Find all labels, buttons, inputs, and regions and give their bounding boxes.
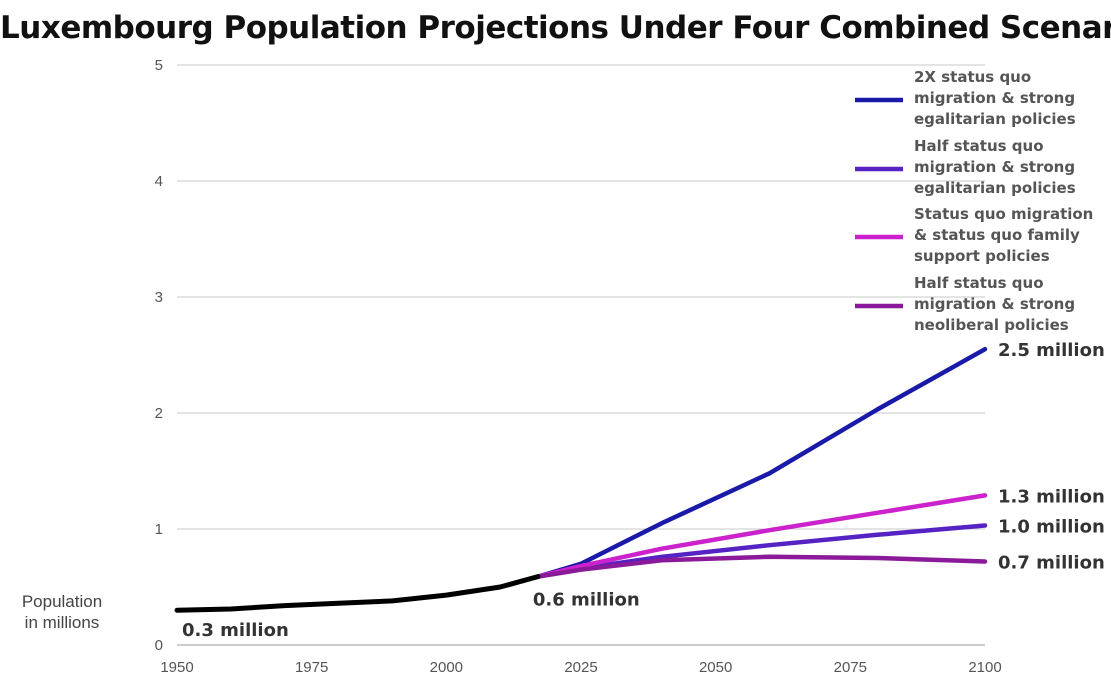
legend-label-3-line-3: support policies: [914, 247, 1050, 265]
annotations: 0.3 million 0.6 million 2.5 million 1.3 mil…: [182, 340, 1105, 641]
legend-item-3: Status quo migration & status quo family s…: [855, 205, 1093, 265]
legend-item-2: Half status quo migration & strong egalita…: [855, 137, 1076, 197]
legend-label-3-line-2: & status quo family: [914, 226, 1080, 244]
legend-label-1-line-1: 2X status quo: [914, 68, 1031, 86]
legend-label-4-line-1: Half status quo: [914, 274, 1044, 292]
data-label-3: 2.5 million: [998, 340, 1105, 361]
legend-label-2-line-2: migration & strong: [914, 158, 1075, 176]
y-tick-label-1: 1: [155, 521, 163, 538]
legend-label-4-line-3: neoliberal policies: [914, 316, 1069, 334]
series-line-3: [535, 493, 988, 579]
y-axis-label-line-2: in millions: [24, 613, 100, 632]
y-tick-label-2: 2: [155, 405, 163, 422]
legend-label-1-line-2: migration & strong: [914, 89, 1075, 107]
series-line-1: [535, 346, 988, 579]
data-label-1: 0.3 million: [182, 620, 289, 641]
x-tick-labels: 1950 1975 2000 2025 2050 2075 2100: [160, 659, 1001, 676]
data-label-5: 1.0 million: [998, 517, 1105, 538]
series-lines: [174, 346, 988, 613]
y-tick-labels: 0 1 2 3 4 5: [155, 57, 163, 654]
y-tick-label-3: 3: [155, 289, 163, 306]
legend-label-2-line-1: Half status quo: [914, 137, 1044, 155]
chart-title: Luxembourg Population Projections Under …: [0, 10, 1111, 46]
x-tick-label-1975: 1975: [295, 659, 328, 676]
x-tick-label-2075: 2075: [834, 659, 867, 676]
series-line-4: [535, 554, 988, 579]
legend-item-1: 2X status quo migration & strong egalitari…: [855, 68, 1076, 128]
x-tick-label-2050: 2050: [699, 659, 732, 676]
x-tick-label-2025: 2025: [564, 659, 597, 676]
gridlines: [177, 64, 985, 646]
data-label-4: 1.3 million: [998, 486, 1105, 507]
legend-item-4: Half status quo migration & strong neolibe…: [855, 274, 1075, 334]
legend-label-1-line-3: egalitarian policies: [914, 110, 1076, 128]
historical-line: [174, 574, 541, 613]
y-tick-label-5: 5: [155, 57, 163, 74]
y-tick-label-4: 4: [155, 173, 163, 190]
data-label-6: 0.7 million: [998, 552, 1105, 573]
legend-label-4-line-2: migration & strong: [914, 295, 1075, 313]
y-tick-label-0: 0: [155, 637, 163, 654]
legend-label-2-line-3: egalitarian policies: [914, 179, 1076, 197]
data-label-2: 0.6 million: [533, 590, 640, 611]
y-axis-label: Population in millions: [12, 591, 112, 633]
legend-label-3-line-1: Status quo migration: [914, 205, 1093, 223]
x-tick-label-2000: 2000: [430, 659, 463, 676]
legend: 2X status quo migration & strong egalitari…: [855, 68, 1093, 334]
x-tick-label-1950: 1950: [160, 659, 193, 676]
y-axis-label-line-1: Population: [21, 592, 103, 611]
x-tick-label-2100: 2100: [968, 659, 1001, 676]
